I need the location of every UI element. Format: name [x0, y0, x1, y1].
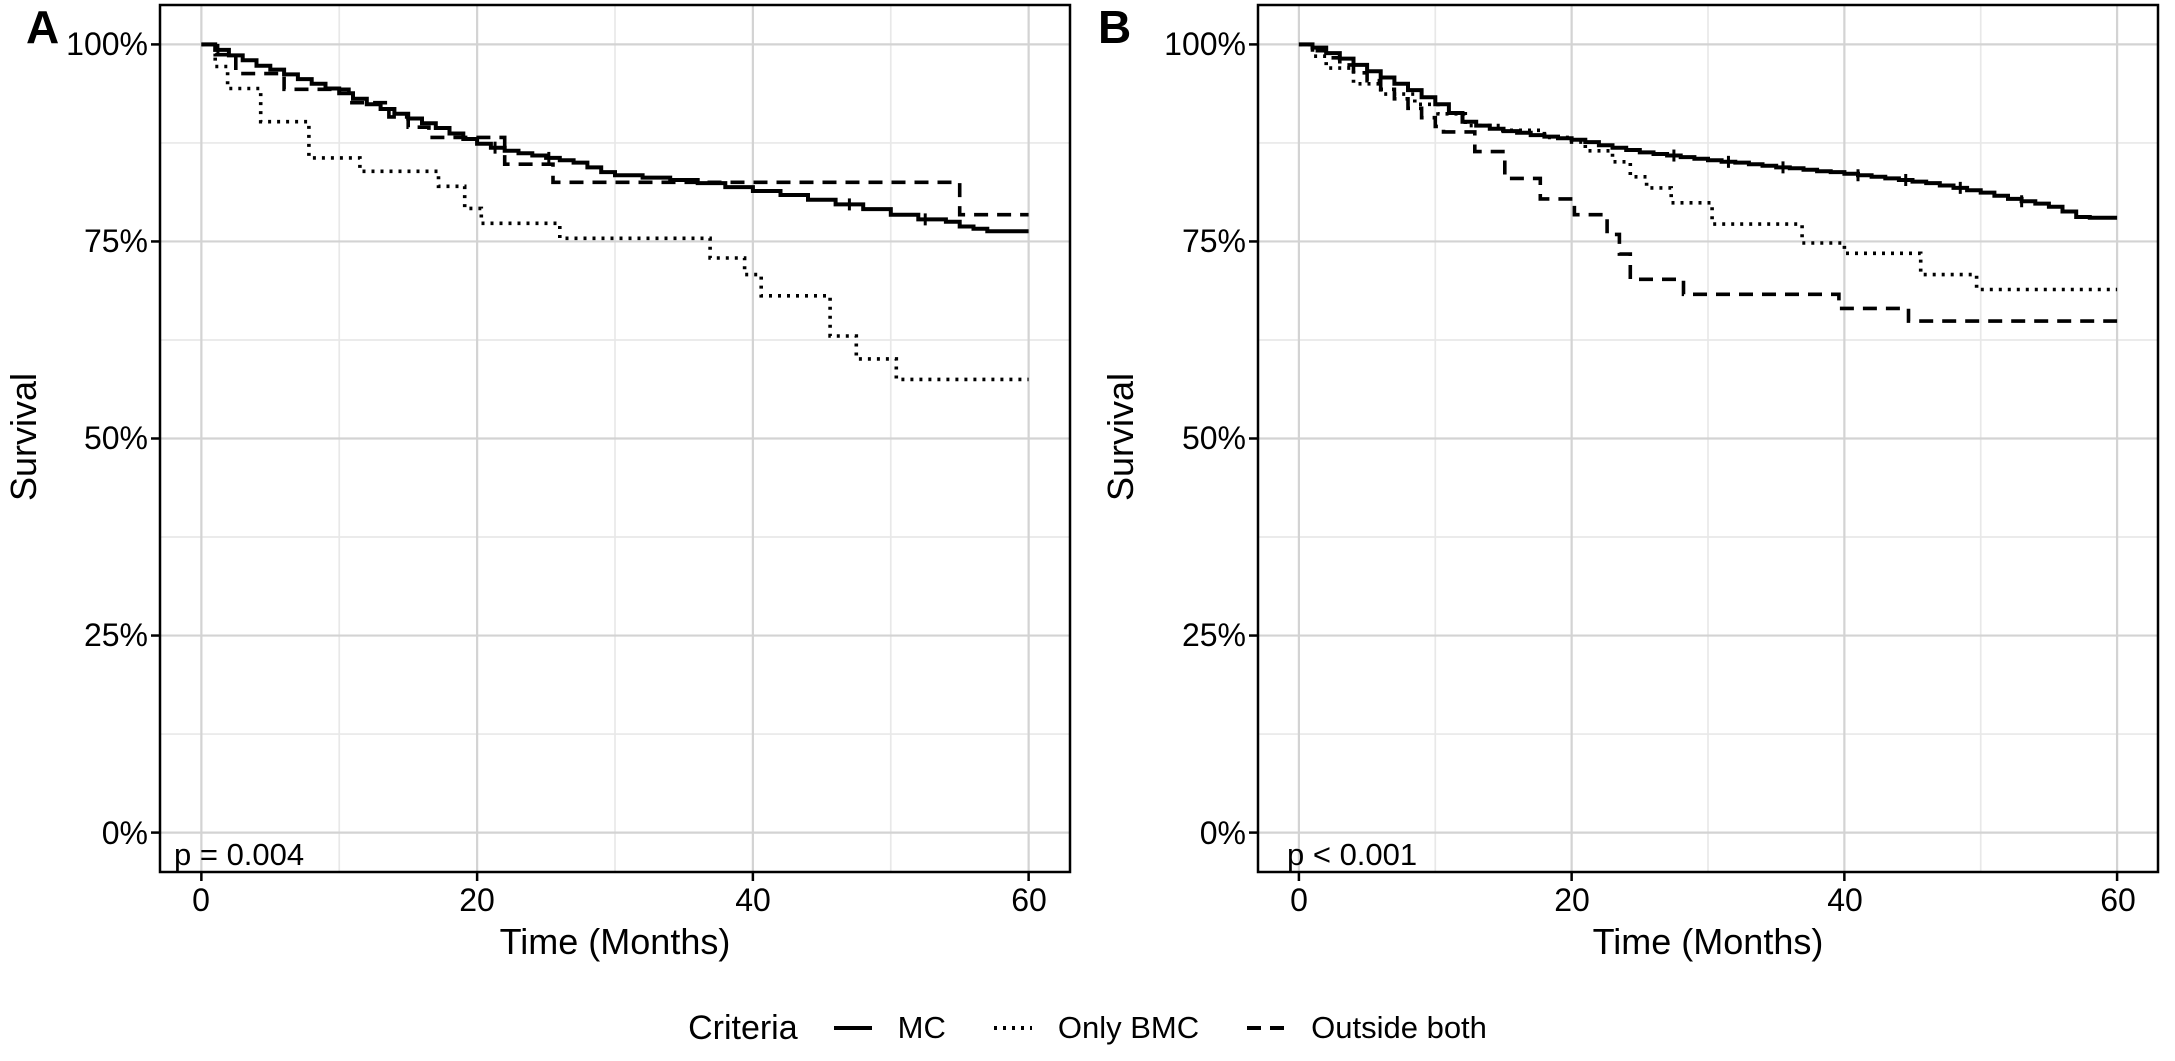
legend-item-mc: MC [832, 1010, 946, 1046]
dashed-line-icon [1247, 1026, 1286, 1030]
panel-a-ytick-50: 50% [83, 420, 148, 456]
panel-b-ytick-25: 25% [1181, 617, 1246, 653]
panel-b-ytick-75: 75% [1181, 223, 1246, 259]
solid-line-icon [833, 1026, 872, 1030]
panel-a-label: A [26, 1, 60, 53]
legend-item-outside-both: Outside both [1245, 1010, 1487, 1046]
panel-b-label: B [1098, 1, 1132, 53]
panel-b-xtick-20: 20 [1554, 882, 1590, 918]
panel-a-xtick-20: 20 [459, 882, 495, 918]
panel-b-series-outside-both [1298, 42, 2118, 323]
panel-b-x-axis-title: Time (Months) [1592, 921, 1824, 962]
panel-a-ytick-0: 0% [101, 815, 148, 851]
panel-a-series-mc [201, 42, 1029, 234]
panel-b-xtick-0: 0 [1290, 882, 1308, 918]
legend-title: Criteria [688, 1008, 798, 1047]
panel-a-xtick-0: 0 [192, 882, 210, 918]
panel-b-ytick-50: 50% [1181, 420, 1246, 456]
dotted-line-icon [993, 1026, 1032, 1030]
panel-b-ytick-100: 100% [1164, 26, 1246, 62]
panel-b-ytick-0: 0% [1199, 815, 1246, 851]
legend-label-mc: MC [897, 1010, 946, 1045]
panel-a-xtick-40: 40 [735, 882, 771, 918]
panel-a-xtick-60: 60 [1011, 882, 1047, 918]
panel-a-ytick-75: 75% [83, 223, 148, 259]
panel-b-series-mc [1298, 42, 2118, 220]
legend-label-outside-both: Outside both [1311, 1010, 1487, 1045]
panel-a-ytick-100: 100% [66, 26, 148, 62]
panel-b-xtick-60: 60 [2100, 882, 2136, 918]
panel-a-p-value: p = 0.004 [174, 837, 305, 872]
panel-a-series-only-bmc [201, 42, 1029, 382]
legend-label-only-bmc: Only BMC [1057, 1010, 1200, 1045]
panel-a-series-outside-both [201, 42, 1029, 217]
panel-a-x-axis-title: Time (Months) [499, 921, 731, 962]
legend-item-only-bmc: Only BMC [992, 1010, 1199, 1046]
panel-b-xtick-40: 40 [1827, 882, 1863, 918]
panel-a-ytick-25: 25% [83, 617, 148, 653]
legend: Criteria MC Only BMC Outside both [0, 1002, 2175, 1054]
panel-b-p-value: p < 0.001 [1287, 837, 1418, 872]
